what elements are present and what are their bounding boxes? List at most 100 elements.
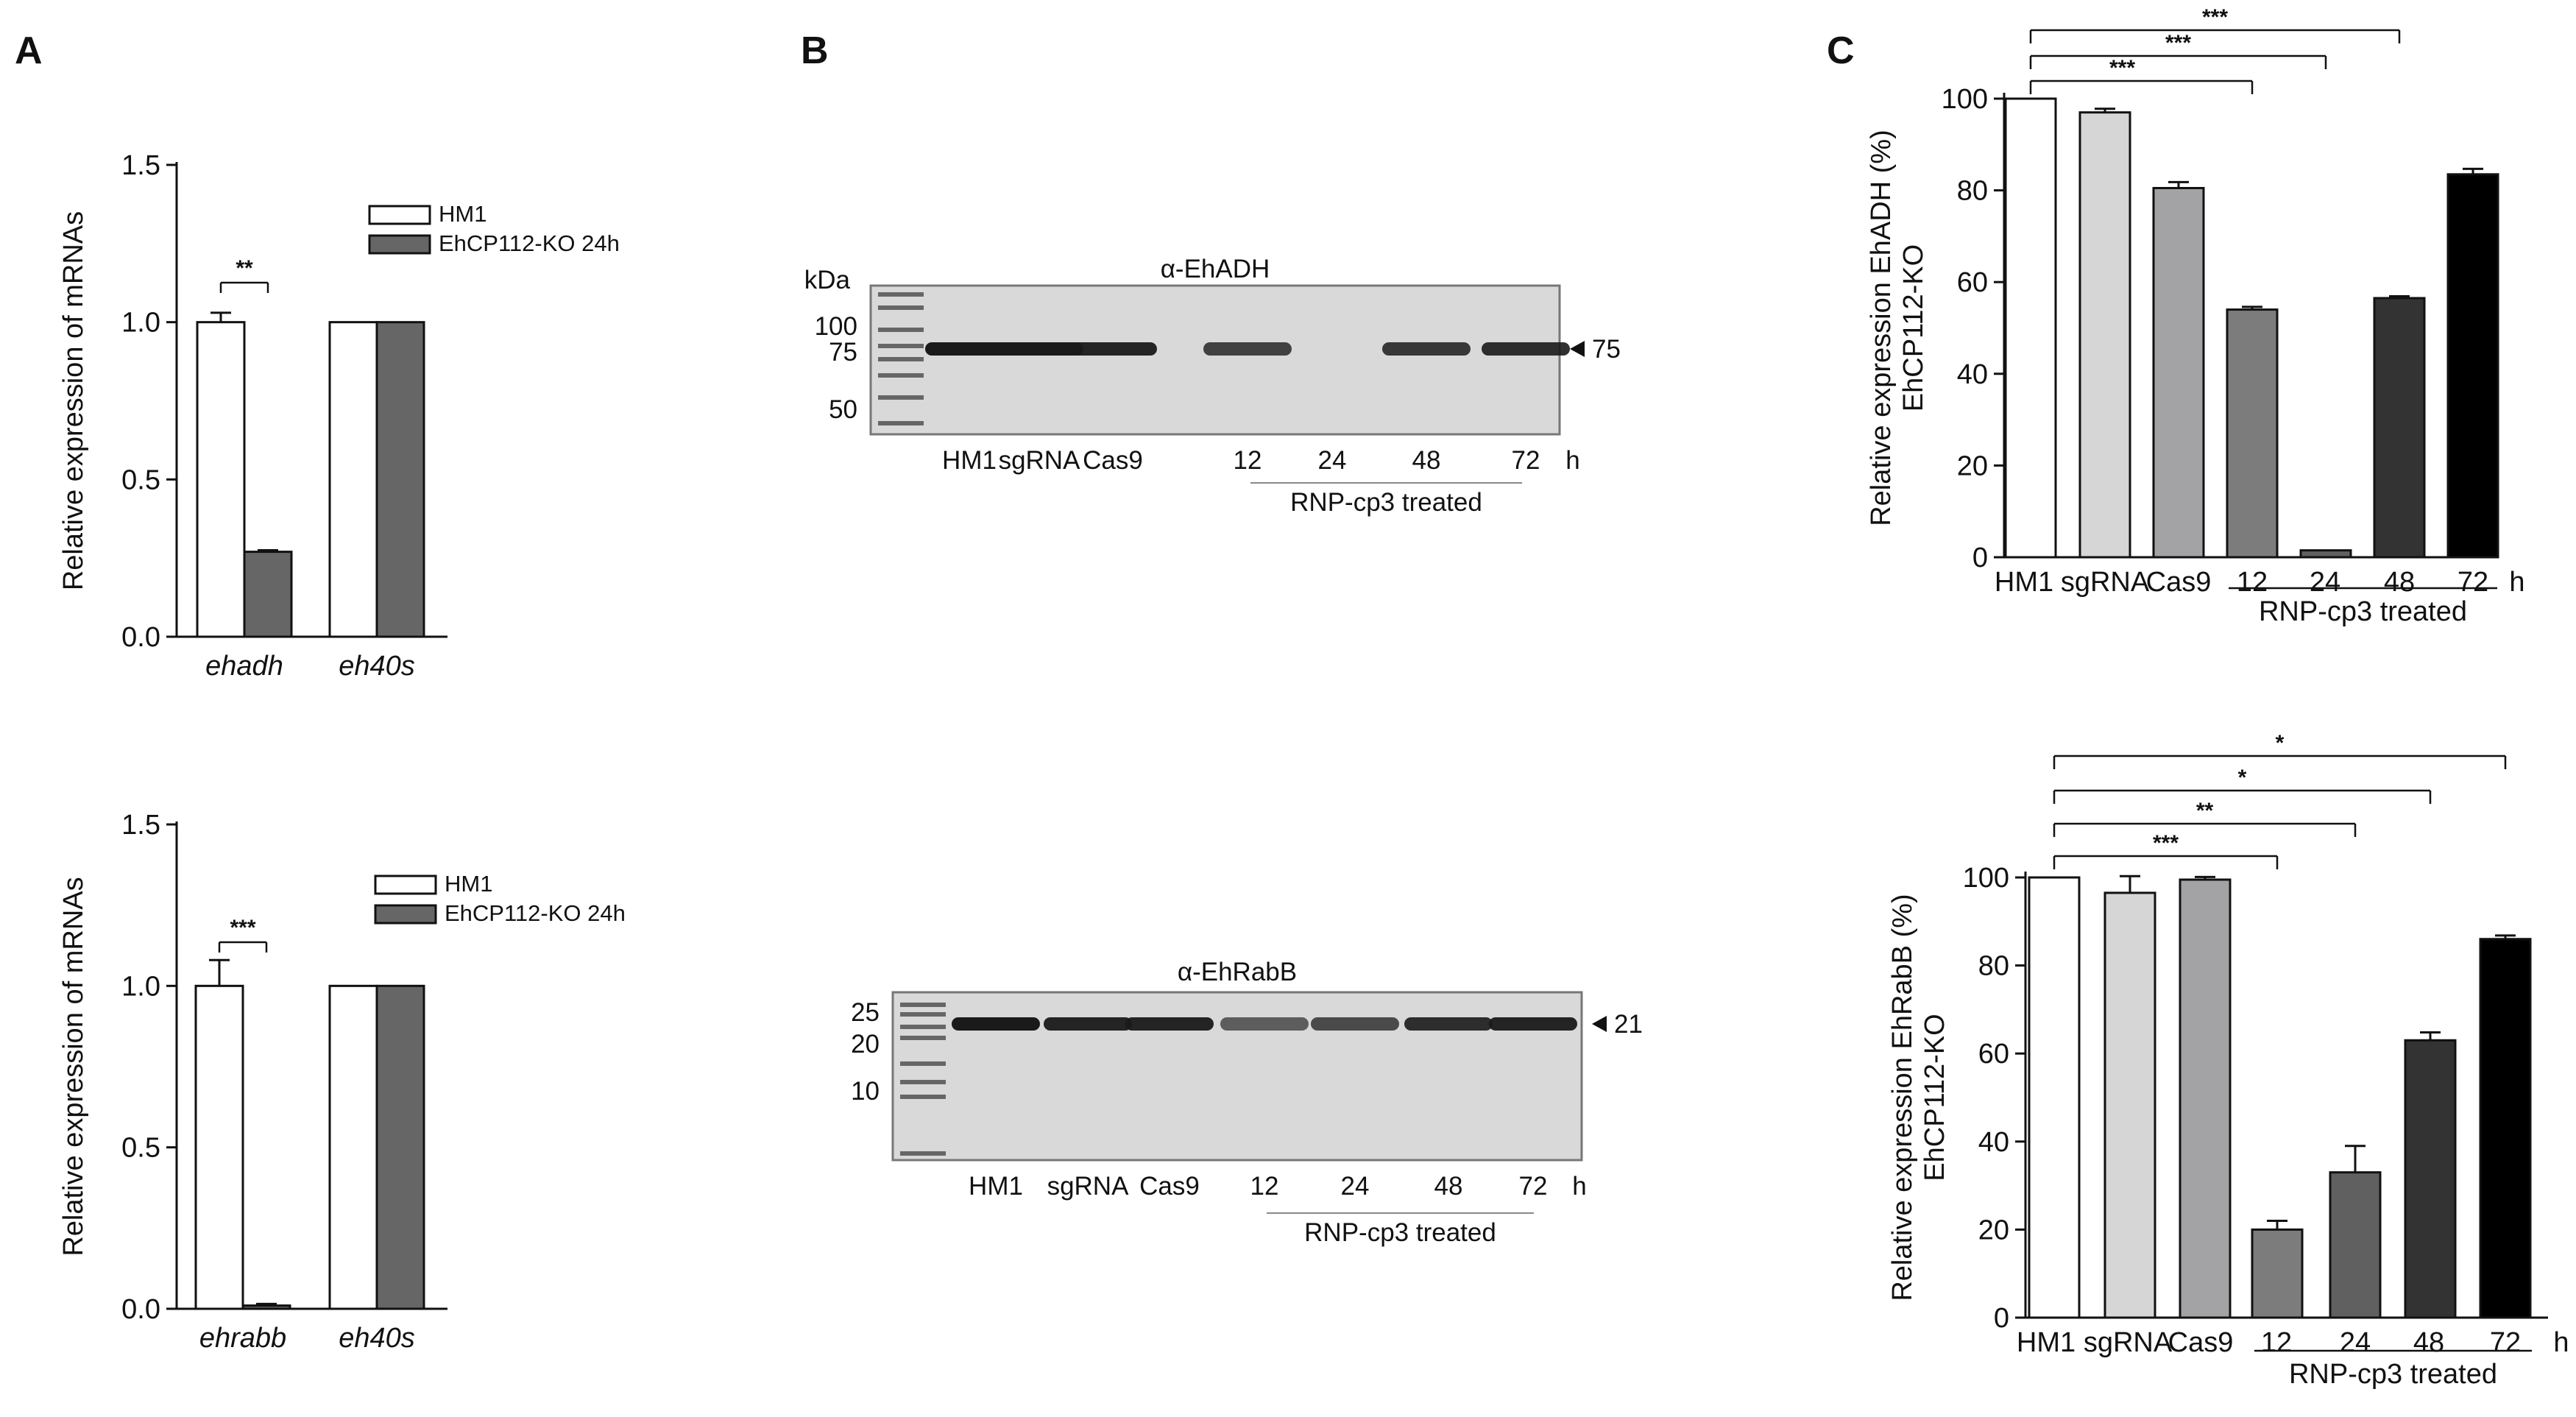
panel-label-b: B: [801, 29, 829, 72]
significance-mark: ***: [2202, 5, 2228, 29]
y-tick-label: 20: [1957, 450, 1988, 481]
bar: [2299, 549, 2352, 559]
chart-c-top: 0 20 40 60 80 100 Relative expression EhADH (%…: [1866, 5, 2525, 627]
ladder-band: [900, 1151, 946, 1156]
ladder-band: [878, 305, 924, 310]
protein-band: [1404, 1017, 1493, 1031]
y-tick-label: 80: [1978, 951, 2009, 982]
panel-label-c: C: [1827, 29, 1855, 72]
y-tick-label: 0: [1994, 1303, 2009, 1334]
protein-band: [1069, 342, 1157, 356]
hour-unit-label: h: [1565, 446, 1579, 475]
lane-label: sgRNA: [1047, 1172, 1130, 1201]
blot-antibody-label: α-EhRabB: [1178, 958, 1297, 986]
x-category-label: 12: [2237, 567, 2268, 598]
hour-unit-label: h: [1572, 1172, 1586, 1201]
y-tick-label: 40: [1957, 359, 1988, 390]
y-tick-label: 0: [1972, 543, 1988, 573]
bar: [2078, 111, 2131, 559]
hour-unit-label: h: [2509, 567, 2524, 598]
lane-label: 24: [1318, 446, 1347, 475]
y-axis-label: Relative expression of mRNAs: [58, 877, 89, 1256]
ladder-band: [878, 357, 924, 361]
chart-a-top: 0.0 0.5 1.0 1.5 Relative expression of mRNAs…: [58, 150, 620, 682]
legend-label: HM1: [439, 201, 486, 227]
lane-label: HM1: [942, 446, 997, 475]
bar: [243, 551, 293, 638]
protein-band: [925, 342, 1013, 356]
x-category-label: 24: [2340, 1327, 2371, 1358]
y-tick-label: 40: [1978, 1127, 2009, 1158]
lane-label: 48: [1412, 446, 1441, 475]
x-category-label: sgRNA: [2061, 567, 2150, 598]
x-category-label: ehrabb: [199, 1323, 286, 1354]
significance-mark: ***: [2165, 31, 2191, 55]
marker-label: 20: [851, 1030, 880, 1059]
group-label: RNP-cp3 treated: [1304, 1218, 1496, 1247]
y-axis-label: Relative expression of mRNAs: [58, 211, 89, 590]
bar: [2179, 878, 2232, 1319]
bar: [2446, 173, 2499, 559]
marker-label: 50: [829, 395, 857, 424]
ladder-band: [900, 1025, 946, 1029]
lane-label: 48: [1434, 1172, 1463, 1201]
hour-unit-label: h: [2553, 1327, 2569, 1358]
y-tick-label: 20: [1978, 1215, 2009, 1245]
protein-band: [1482, 342, 1570, 356]
legend-label: EhCP112-KO 24h: [439, 230, 620, 256]
legend-label: HM1: [445, 871, 492, 897]
x-category-label: ehadh: [205, 651, 283, 682]
protein-band: [1311, 1017, 1399, 1031]
bar: [2226, 308, 2279, 559]
significance-mark: ***: [230, 916, 255, 940]
protein-band: [952, 1017, 1040, 1031]
y-tick-label: 0.0: [121, 622, 160, 653]
y-tick-label: 60: [1957, 267, 1988, 298]
ladder-band: [878, 421, 924, 425]
bar: [2329, 1171, 2382, 1319]
y-tick-label: 1.5: [121, 810, 160, 841]
bar: [196, 321, 246, 638]
lane-label: 12: [1234, 446, 1262, 475]
y-axis-label: Relative expression EhADH (%): [1866, 130, 1897, 526]
significance-mark: **: [2196, 799, 2214, 823]
significance-mark: ***: [2153, 831, 2179, 855]
x-category-label: sgRNA: [2084, 1327, 2173, 1358]
ladder-band: [878, 373, 924, 378]
protein-band: [1125, 1017, 1214, 1031]
blot-antibody-label: α-EhADH: [1161, 255, 1270, 283]
blot-unit-label: kDa: [804, 266, 851, 294]
significance-mark: *: [2238, 766, 2247, 790]
x-category-label: 72: [2458, 567, 2488, 598]
ladder-band: [900, 1012, 946, 1017]
group-label: RNP-cp3 treated: [2259, 596, 2467, 627]
bar: [2251, 1228, 2304, 1319]
y-tick-label: 1.0: [121, 971, 160, 1002]
y-axis-label-line2: EhCP112-KO: [1898, 244, 1929, 411]
y-axis-label-line2: EhCP112-KO: [1919, 1014, 1950, 1181]
x-category-label: eh40s: [339, 1323, 415, 1354]
ladder-band: [900, 1036, 946, 1040]
chart-a-bottom: 0.0 0.5 1.0 1.5 Relative expression of mRNAs…: [58, 810, 626, 1354]
y-axis-label: Relative expression EhRabB (%): [1887, 894, 1918, 1301]
y-tick-label: 100: [1942, 84, 1988, 115]
marker-label: 10: [851, 1077, 880, 1106]
bar: [241, 1304, 291, 1310]
chart-c-bottom: 0 20 40 60 80 100 Relative expression EhRabB (…: [1887, 731, 2569, 1390]
y-tick-label: 80: [1957, 176, 1988, 207]
x-category-label: 48: [2384, 567, 2415, 598]
y-tick-label: 0.0: [121, 1294, 160, 1325]
blot-ehrabb: α-EhRabB 25 20 10 HM1 sgRNA Cas9 12 24 48 72 h RNP-c…: [851, 958, 1643, 1247]
ladder-band: [900, 1003, 946, 1007]
legend-label: EhCP112-KO 24h: [445, 900, 626, 926]
ladder-band: [878, 395, 924, 400]
protein-band: [1489, 1017, 1577, 1031]
bar: [2028, 876, 2081, 1319]
x-category-label: eh40s: [339, 651, 415, 682]
bar: [2152, 186, 2205, 559]
y-tick-label: 0.5: [121, 464, 160, 495]
legend-swatch: [374, 874, 437, 895]
protein-band: [1044, 1017, 1132, 1031]
band-arrow: [1592, 1016, 1607, 1032]
